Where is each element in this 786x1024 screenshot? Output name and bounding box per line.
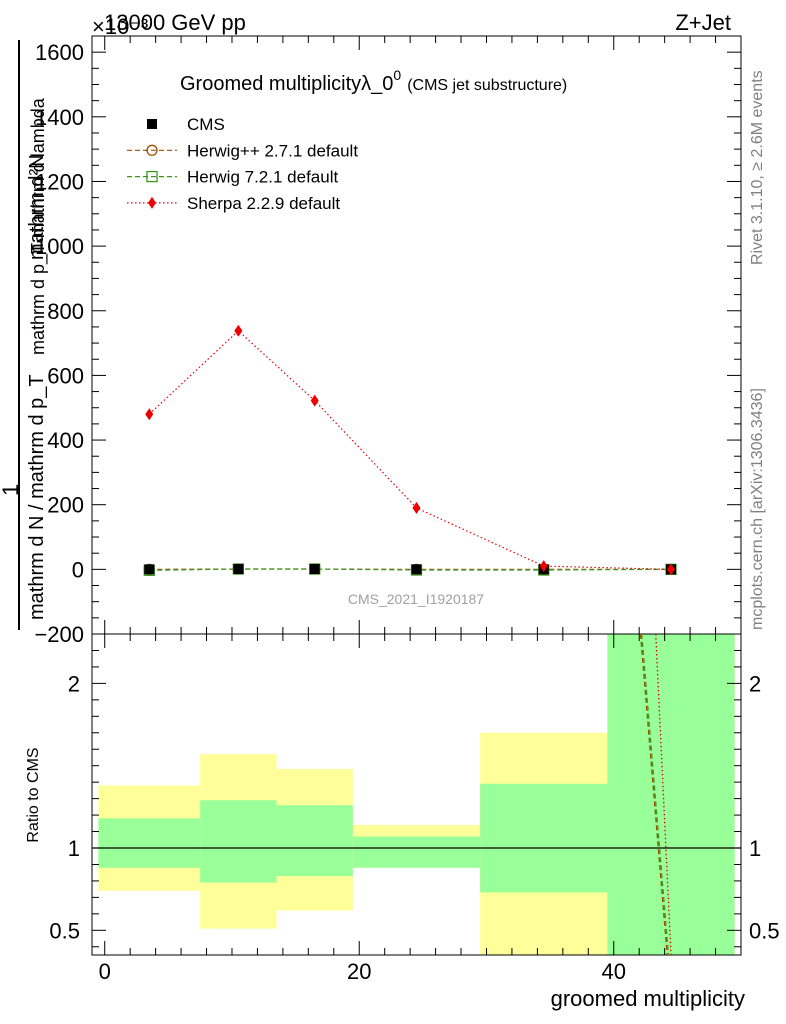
sherpa-point	[234, 324, 243, 337]
mcplots-label: mcplots.cern.ch [arXiv:1306.3436]	[749, 388, 766, 630]
ylabel-one: 1	[0, 484, 23, 496]
ratio-line-herwig7	[641, 633, 670, 956]
legend-label-sherpa: Sherpa 2.2.9 default	[187, 194, 340, 213]
main-plot: −200 0 200 400 600 800 1000 1200 1400 1600 Groome…	[0, 35, 742, 647]
sherpa-point	[412, 501, 421, 514]
ratio-ytick-label-right: 0.5	[749, 918, 780, 943]
x-axis-label: groomed multiplicity	[551, 986, 745, 1011]
herwig7-line	[149, 568, 672, 571]
ratio-line-herwigpp	[639, 633, 668, 956]
main-ytick-label: 600	[47, 363, 84, 388]
sherpa-point	[310, 394, 319, 407]
band-inner-1	[200, 800, 277, 883]
main-ytick-label: 400	[47, 428, 84, 453]
header-right: Z+Jet	[675, 10, 731, 35]
y-axis-label: mathrm d²N mathrm d p_T mathrm d lambda …	[0, 40, 49, 630]
legend-label-herwig7: Herwig 7.2.1 default	[187, 168, 338, 187]
main-ytick-label: 200	[47, 493, 84, 518]
ratio-plot: 0.5 0.51 12 20 20 40 Ratio to CMS groomed mul…	[25, 633, 780, 1011]
title-text: Groomed multiplicityλ_0	[180, 73, 393, 95]
ratio-ytick-label-right: 1	[749, 836, 761, 861]
xtick-label: 40	[602, 959, 626, 984]
band-inner-4	[480, 783, 608, 893]
legend: CMS Herwig++ 2.7.1 default Herwig 7.2.1 de…	[127, 115, 358, 213]
legend-label-cms: CMS	[187, 115, 225, 134]
title-subtitle: (CMS jet substructure)	[407, 77, 567, 94]
band-inner-0	[98, 818, 201, 868]
ratio-line-sherpa	[655, 633, 672, 956]
ratio-ytick-label: 1	[68, 836, 80, 861]
sherpa-line	[148, 329, 672, 570]
ylabel-top-num: mathrm d²N	[26, 154, 48, 260]
sherpa-point	[145, 408, 154, 421]
ylabel-bottom-den: mathrm d N / mathrm d p_T	[26, 374, 48, 620]
legend-marker-sherpa	[148, 196, 156, 209]
legend-marker-herwig7	[146, 170, 158, 183]
exponent-label: ×10⁻³	[92, 14, 148, 39]
legend-marker-herwigpp	[146, 144, 158, 156]
ratio-ytick-label: 2	[68, 671, 80, 696]
rivet-label: Rivet 3.1.10, ≥ 2.6M events	[749, 70, 766, 265]
main-ytick-label: 1000	[35, 234, 84, 259]
main-ytick-label: 1600	[35, 40, 84, 65]
title-sup: 0	[393, 67, 401, 83]
cms-point	[144, 564, 155, 575]
legend-marker-cms	[147, 119, 157, 129]
cms-point	[309, 564, 320, 575]
header-left: 13000 GeV pp	[104, 10, 246, 35]
band-inner-2	[276, 805, 353, 876]
legend-label-herwigpp: Herwig++ 2.7.1 default	[187, 141, 358, 160]
cms-point	[411, 564, 422, 575]
sherpa-point	[667, 563, 676, 576]
ratio-frame	[91, 633, 742, 956]
cms-point	[233, 564, 244, 575]
ratio-ylabel: Ratio to CMS	[25, 747, 42, 842]
sherpa-point	[539, 560, 548, 573]
main-ytick-label: 1400	[35, 105, 84, 130]
analysis-watermark: CMS_2021_I1920187	[348, 591, 484, 607]
main-ytick-label: −200	[34, 622, 84, 647]
band-inner-5	[607, 634, 735, 955]
ylabel-top-den: mathrm d p_T mathrm d lambda	[28, 97, 49, 355]
main-ytick-label: 1200	[35, 169, 84, 194]
xtick-label: 0	[99, 959, 111, 984]
band-inner-3	[352, 836, 481, 868]
ratio-ytick-label: 0.5	[49, 918, 80, 943]
main-ytick-label: 800	[47, 299, 84, 324]
main-ytick-label: 0	[72, 557, 84, 582]
ratio-ytick-label-right: 2	[749, 671, 761, 696]
xtick-label: 20	[347, 959, 371, 984]
main-title: Groomed multiplicityλ_00 (CMS jet substru…	[180, 67, 567, 95]
